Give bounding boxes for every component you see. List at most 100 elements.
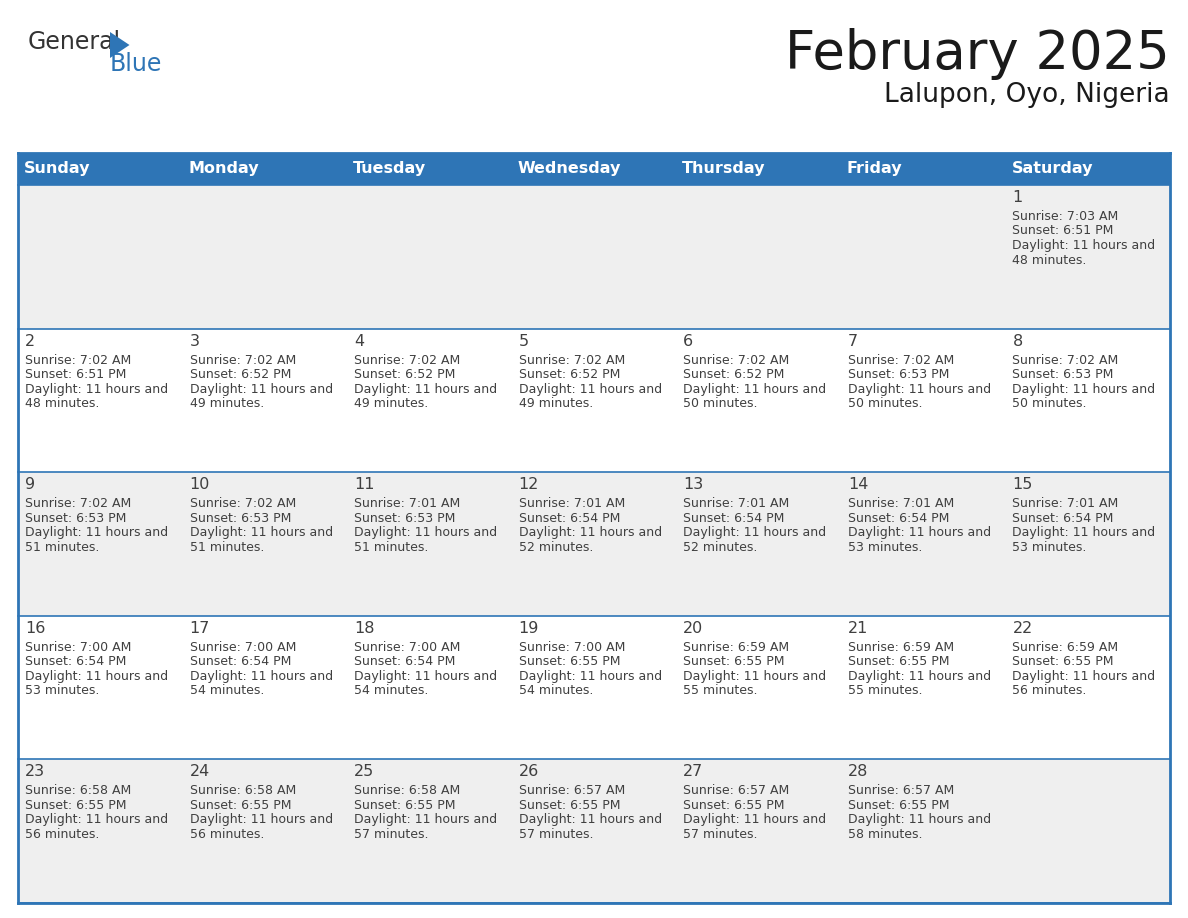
Bar [18,759,1170,903]
Text: Sunset: 6:55 PM: Sunset: 6:55 PM [848,799,949,812]
Text: Sunset: 6:55 PM: Sunset: 6:55 PM [848,655,949,668]
Text: Lalupon, Oyo, Nigeria: Lalupon, Oyo, Nigeria [884,82,1170,108]
Text: 49 minutes.: 49 minutes. [354,397,429,410]
Text: Sunset: 6:54 PM: Sunset: 6:54 PM [519,511,620,525]
Text: Sunrise: 7:02 AM: Sunrise: 7:02 AM [354,353,461,366]
Text: 58 minutes.: 58 minutes. [848,828,922,841]
Text: Sunrise: 7:02 AM: Sunrise: 7:02 AM [190,353,296,366]
Text: 26: 26 [519,765,539,779]
Text: Sunset: 6:55 PM: Sunset: 6:55 PM [190,799,291,812]
Text: Daylight: 11 hours and: Daylight: 11 hours and [25,670,169,683]
Text: Sunset: 6:52 PM: Sunset: 6:52 PM [354,368,455,381]
Text: Daylight: 11 hours and: Daylight: 11 hours and [848,670,991,683]
Text: 5: 5 [519,333,529,349]
Text: 6: 6 [683,333,694,349]
Text: 51 minutes.: 51 minutes. [25,541,100,554]
Text: Daylight: 11 hours and: Daylight: 11 hours and [354,813,498,826]
Text: Daylight: 11 hours and: Daylight: 11 hours and [848,813,991,826]
Text: Daylight: 11 hours and: Daylight: 11 hours and [519,670,662,683]
Text: Sunrise: 7:02 AM: Sunrise: 7:02 AM [25,498,131,510]
Text: Sunrise: 7:01 AM: Sunrise: 7:01 AM [1012,498,1119,510]
Text: 55 minutes.: 55 minutes. [683,684,758,698]
Text: 57 minutes.: 57 minutes. [683,828,758,841]
Text: 18: 18 [354,621,374,636]
Text: Sunset: 6:53 PM: Sunset: 6:53 PM [354,511,455,525]
Bar [18,472,1170,616]
Text: 54 minutes.: 54 minutes. [519,684,593,698]
Text: Sunrise: 7:01 AM: Sunrise: 7:01 AM [354,498,461,510]
Text: Daylight: 11 hours and: Daylight: 11 hours and [25,383,169,396]
Text: 22: 22 [1012,621,1032,636]
Text: 52 minutes.: 52 minutes. [519,541,593,554]
Text: 9: 9 [25,477,36,492]
Text: Sunset: 6:55 PM: Sunset: 6:55 PM [683,799,785,812]
Text: Daylight: 11 hours and: Daylight: 11 hours and [683,526,827,539]
Text: 12: 12 [519,477,539,492]
Text: Tuesday: Tuesday [353,162,426,176]
Text: Sunset: 6:55 PM: Sunset: 6:55 PM [683,655,785,668]
Text: Sunset: 6:53 PM: Sunset: 6:53 PM [1012,368,1114,381]
Text: Sunrise: 7:03 AM: Sunrise: 7:03 AM [1012,210,1119,223]
Text: 8: 8 [1012,333,1023,349]
Polygon shape [110,32,129,58]
Text: Sunrise: 7:00 AM: Sunrise: 7:00 AM [519,641,625,654]
Text: Sunset: 6:53 PM: Sunset: 6:53 PM [848,368,949,381]
Text: 48 minutes.: 48 minutes. [25,397,100,410]
Text: Daylight: 11 hours and: Daylight: 11 hours and [354,383,498,396]
Text: Sunset: 6:51 PM: Sunset: 6:51 PM [1012,225,1114,238]
Text: 54 minutes.: 54 minutes. [354,684,429,698]
Text: 56 minutes.: 56 minutes. [190,828,264,841]
Text: Daylight: 11 hours and: Daylight: 11 hours and [1012,239,1156,252]
Text: Daylight: 11 hours and: Daylight: 11 hours and [519,813,662,826]
Text: 2: 2 [25,333,36,349]
Text: Daylight: 11 hours and: Daylight: 11 hours and [683,383,827,396]
Bar [18,616,1170,759]
Text: Sunset: 6:54 PM: Sunset: 6:54 PM [1012,511,1114,525]
Bar [18,329,1170,472]
Text: 57 minutes.: 57 minutes. [519,828,593,841]
Text: Sunset: 6:53 PM: Sunset: 6:53 PM [25,511,126,525]
Text: Sunrise: 7:01 AM: Sunrise: 7:01 AM [848,498,954,510]
Text: 56 minutes.: 56 minutes. [25,828,100,841]
Text: 15: 15 [1012,477,1032,492]
Text: 7: 7 [848,333,858,349]
Text: Daylight: 11 hours and: Daylight: 11 hours and [190,813,333,826]
Text: Sunrise: 6:59 AM: Sunrise: 6:59 AM [1012,641,1119,654]
Text: 51 minutes.: 51 minutes. [190,541,264,554]
Text: Sunrise: 6:59 AM: Sunrise: 6:59 AM [848,641,954,654]
Text: Daylight: 11 hours and: Daylight: 11 hours and [354,670,498,683]
Text: Sunset: 6:54 PM: Sunset: 6:54 PM [683,511,784,525]
Text: Saturday: Saturday [1011,162,1093,176]
Text: Sunrise: 6:58 AM: Sunrise: 6:58 AM [190,784,296,798]
Text: Sunrise: 6:58 AM: Sunrise: 6:58 AM [354,784,461,798]
Text: 53 minutes.: 53 minutes. [1012,541,1087,554]
Text: 10: 10 [190,477,210,492]
Text: Wednesday: Wednesday [518,162,621,176]
Text: 21: 21 [848,621,868,636]
Text: Sunset: 6:55 PM: Sunset: 6:55 PM [354,799,456,812]
Text: Sunrise: 7:01 AM: Sunrise: 7:01 AM [519,498,625,510]
Text: 17: 17 [190,621,210,636]
Text: Sunset: 6:55 PM: Sunset: 6:55 PM [25,799,126,812]
Text: 1: 1 [1012,190,1023,205]
Text: Sunrise: 7:02 AM: Sunrise: 7:02 AM [683,353,790,366]
Text: 53 minutes.: 53 minutes. [848,541,922,554]
Text: Sunset: 6:54 PM: Sunset: 6:54 PM [190,655,291,668]
Text: Sunrise: 7:00 AM: Sunrise: 7:00 AM [190,641,296,654]
Text: Sunset: 6:51 PM: Sunset: 6:51 PM [25,368,126,381]
Text: Daylight: 11 hours and: Daylight: 11 hours and [683,670,827,683]
Text: Sunday: Sunday [24,162,90,176]
Text: Sunset: 6:55 PM: Sunset: 6:55 PM [519,799,620,812]
Text: 4: 4 [354,333,365,349]
Text: Daylight: 11 hours and: Daylight: 11 hours and [25,526,169,539]
Text: 20: 20 [683,621,703,636]
Text: Sunrise: 7:00 AM: Sunrise: 7:00 AM [25,641,132,654]
Text: 54 minutes.: 54 minutes. [190,684,264,698]
Text: Daylight: 11 hours and: Daylight: 11 hours and [25,813,169,826]
Text: Sunrise: 6:58 AM: Sunrise: 6:58 AM [25,784,131,798]
Text: Sunrise: 6:57 AM: Sunrise: 6:57 AM [519,784,625,798]
Text: Daylight: 11 hours and: Daylight: 11 hours and [519,526,662,539]
Text: 57 minutes.: 57 minutes. [354,828,429,841]
Text: Sunset: 6:52 PM: Sunset: 6:52 PM [519,368,620,381]
Text: Daylight: 11 hours and: Daylight: 11 hours and [519,383,662,396]
